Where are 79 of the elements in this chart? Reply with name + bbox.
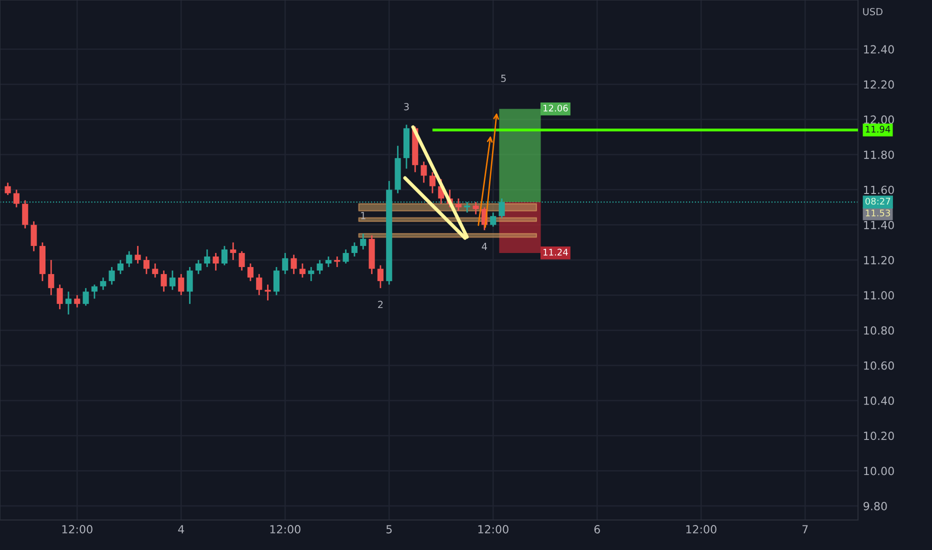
x-tick-label: 6 (594, 525, 600, 534)
band-label: 12.06 (544, 104, 568, 112)
y-tick-label: 11.20 (864, 256, 894, 264)
candlestick (65, 290, 72, 316)
text: 08:27 (865, 198, 890, 205)
candlestick (420, 160, 427, 184)
candlestick (4, 182, 11, 196)
candlestick (334, 256, 340, 268)
candlestick (256, 273, 262, 296)
candlestick (160, 270, 167, 292)
band-label: 11.24 (544, 248, 568, 256)
candlestick (143, 256, 150, 275)
candlestick (108, 266, 115, 286)
annotation: 1 (361, 212, 366, 220)
y-tick-label: 12.20 (864, 80, 894, 89)
y-tick-label: 11.60 (864, 186, 894, 194)
candlestick (195, 259, 202, 275)
candlestick (56, 284, 63, 310)
annotation: 3 (404, 102, 409, 110)
candlestick (13, 189, 20, 208)
candlestick (299, 262, 306, 278)
candlestick (178, 273, 184, 296)
candlestick (186, 266, 193, 305)
candlestick (290, 254, 297, 275)
candlestick (342, 248, 349, 264)
ref-line-label: 11.94 (866, 126, 890, 133)
candlestick (82, 287, 89, 306)
candlestick (351, 242, 358, 258)
annotation: 4 (482, 242, 488, 250)
x-tick-label: 12:00 (62, 525, 92, 534)
x-tick-label: 4 (178, 525, 184, 534)
candlestick (282, 252, 288, 275)
legend-label: 11.53 (866, 210, 890, 216)
candlestick (247, 262, 254, 282)
candlestick (325, 256, 332, 268)
candlestick (221, 245, 228, 266)
candlestick (212, 252, 219, 272)
candlestick (230, 242, 236, 261)
x-tick-label: 12:00 (270, 525, 300, 534)
candlestick (126, 250, 132, 268)
x-tick-label: 12:00 (686, 525, 716, 534)
candlestick (30, 220, 37, 252)
y-tick-label: 10.00 (864, 466, 894, 476)
candlestick (316, 259, 323, 275)
y-tick-label: 12.00 (864, 115, 894, 124)
candlestick (360, 232, 366, 250)
y-tick-label: 11.80 (864, 150, 894, 159)
candlestick (490, 212, 496, 228)
x-tick-label: 12:00 (478, 525, 508, 534)
candlestick (169, 270, 176, 291)
candlestick (22, 200, 28, 230)
x-tick-label: 5 (386, 525, 392, 534)
candlestick (48, 259, 54, 296)
annotation: 5 (501, 74, 506, 82)
candlestick (429, 171, 436, 194)
y-tick-label: 10.80 (864, 326, 894, 335)
y-tick-label: 12.40 (864, 45, 894, 54)
candlestick (455, 198, 462, 212)
candlestick (91, 284, 98, 300)
candlestick (100, 276, 106, 291)
y-axis-title: USD (863, 8, 882, 16)
y-tick-label: 10.40 (864, 396, 894, 405)
candlestick (204, 248, 210, 268)
candlestick (74, 294, 80, 308)
y-tick-label: 9.80 (864, 502, 887, 510)
y-tick-label: 10.60 (864, 361, 894, 370)
candlestick (117, 259, 124, 275)
candlestick (152, 262, 158, 278)
candlestick (273, 266, 280, 296)
candlestick (238, 250, 245, 272)
annotation: 2 (378, 300, 383, 308)
candlestick (377, 264, 384, 289)
y-tick-label: 11.40 (864, 220, 894, 230)
x-tick-label: 7 (802, 525, 808, 534)
y-tick-label: 11.00 (864, 291, 894, 300)
candlestick (308, 266, 314, 282)
y-tick-label: 10.20 (864, 432, 894, 440)
candlestick (134, 245, 141, 264)
candlestick (472, 201, 479, 216)
